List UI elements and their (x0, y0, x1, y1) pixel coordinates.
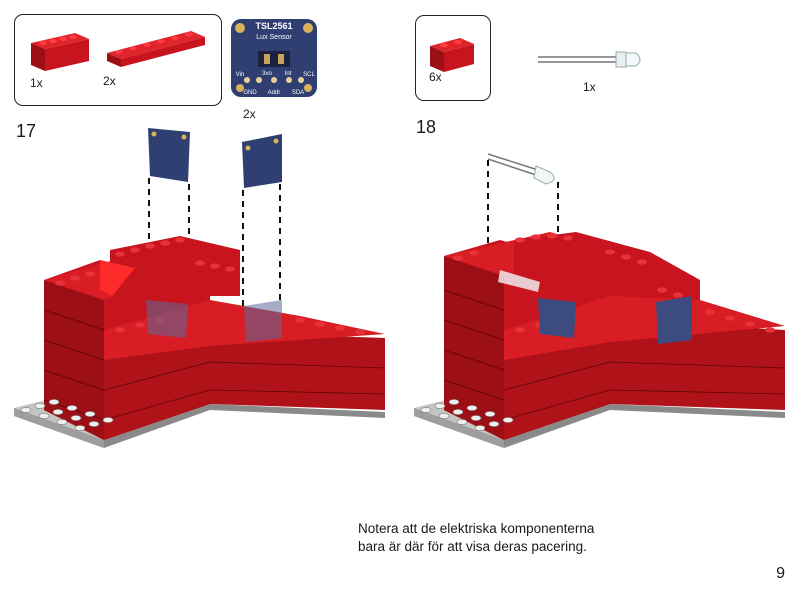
step17-model-illustration (14, 128, 386, 448)
brick-studs (55, 237, 365, 335)
floating-sensor-1 (148, 128, 190, 182)
tsl2561-sensor-icon: TSL2561 Lux Sensor Vin 3vo Int SCL GND A… (230, 18, 318, 98)
floating-led (487, 153, 555, 185)
note-line-2: bara är där för att visa deras pacering. (358, 539, 587, 554)
sensor-position-1 (146, 300, 188, 338)
step18-parts-box: 6x (415, 15, 491, 101)
led-position (498, 270, 540, 292)
sensor-title: TSL2561 (255, 21, 292, 31)
step18-parts-illustration (430, 38, 474, 72)
sensor-position-1 (538, 298, 576, 338)
floating-sensor-2 (242, 134, 282, 188)
baseplate-studs (420, 399, 514, 431)
sensor-subtitle: Lux Sensor (256, 34, 292, 41)
pin-label: Int (285, 71, 292, 77)
baseplate-studs (20, 399, 114, 431)
page-number: 9 (776, 565, 785, 582)
pin-label: SCL (303, 72, 315, 78)
led-icon (538, 51, 641, 68)
plate-1x6-qty: 2x (103, 74, 116, 88)
brick-seams (443, 289, 786, 421)
led-qty: 1x (583, 80, 596, 94)
sensor-board-graphic: TSL2561 Lux Sensor Vin 3vo Int SCL GND A… (231, 19, 317, 97)
sensor-position-2 (656, 296, 692, 344)
note-line-1: Notera att de elektriska komponenterna (358, 521, 595, 536)
pin-label: SDA (292, 90, 304, 96)
brick-seams (43, 309, 386, 421)
step17-parts-illustration (31, 31, 205, 71)
sensor-position-2 (244, 300, 282, 342)
step18-model-illustration (414, 153, 786, 448)
step-number-18: 18 (416, 117, 437, 137)
pin-label: 3vo (262, 71, 272, 77)
placement-note: Notera att de elektriska komponenterna b… (358, 520, 678, 556)
red-plate-1x6-icon (107, 31, 205, 67)
step-number-17: 17 (16, 121, 37, 141)
red-brick-1x4-icon (31, 33, 89, 71)
pin-label: GND (243, 90, 257, 96)
step17-parts-box: 1x 2x (14, 14, 222, 106)
sensor-qty: 2x (243, 107, 256, 121)
brick-1x2-qty: 6x (429, 70, 442, 84)
brick-1x4-qty: 1x (30, 76, 43, 90)
red-brick-1x2-icon (430, 38, 474, 72)
pin-label: Vin (236, 72, 245, 78)
pin-label: Addr (268, 90, 281, 96)
